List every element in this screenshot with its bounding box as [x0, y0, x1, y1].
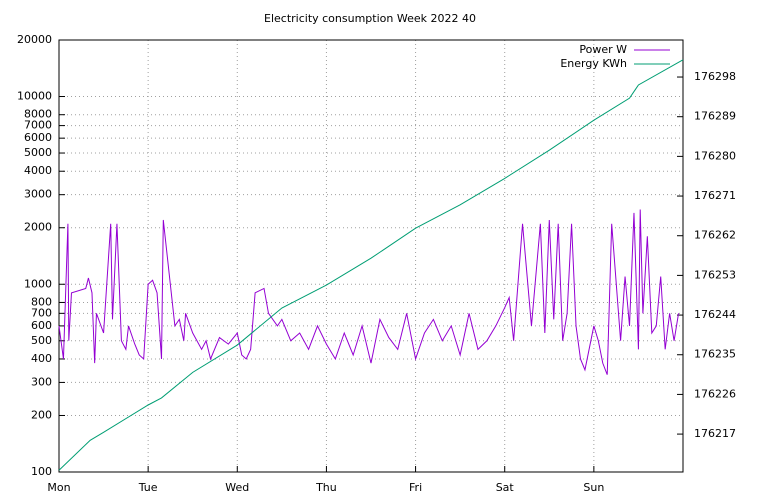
y-tick-label: 700: [31, 306, 52, 319]
y2-tick-label: 176244: [694, 308, 736, 321]
plot-frame: [58, 39, 684, 473]
x-tick-label: Mon: [47, 481, 70, 494]
y2-tick-label: 176217: [694, 427, 736, 440]
y-tick-label: 800: [31, 295, 52, 308]
y2-tick-label: 176271: [694, 189, 736, 202]
chart-title: Electricity consumption Week 2022 40: [264, 12, 476, 25]
legend-label: Energy KWh: [560, 57, 627, 70]
series-line: [58, 209, 680, 375]
y2-tick-label: 176280: [694, 149, 736, 162]
y-tick-label: 20000: [17, 33, 52, 46]
y-tick-label: 10000: [17, 90, 52, 103]
y-tick-label: 4000: [24, 164, 52, 177]
y-tick-label: 400: [31, 352, 52, 365]
y2-tick-label: 176235: [694, 348, 736, 361]
y2-tick-label: 176262: [694, 229, 736, 242]
y-tick-label: 6000: [24, 131, 52, 144]
y-tick-label: 5000: [24, 146, 52, 159]
y-tick-label: 2000: [24, 221, 52, 234]
x-tick-label: Sun: [583, 481, 604, 494]
y2-tick-label: 176226: [694, 387, 736, 400]
y-tick-label: 3000: [24, 188, 52, 201]
y-tick-label: 8000: [24, 108, 52, 121]
y2-tick-label: 176289: [694, 110, 736, 123]
x-tick-label: Sat: [496, 481, 515, 494]
y-tick-label: 7000: [24, 119, 52, 132]
legend-label: Power W: [579, 43, 627, 56]
y-tick-label: 300: [31, 375, 52, 388]
x-tick-label: Thu: [315, 481, 337, 494]
x-tick-label: Wed: [225, 481, 249, 494]
y2-tick-label: 176253: [694, 268, 736, 281]
y-tick-label: 200: [31, 408, 52, 421]
series-line: [58, 59, 684, 471]
x-tick-label: Fri: [409, 481, 422, 494]
y-tick-label: 500: [31, 334, 52, 347]
y2-tick-label: 176298: [694, 70, 736, 83]
y-tick-label: 100: [31, 465, 52, 478]
x-tick-label: Tue: [138, 481, 158, 494]
y-tick-label: 600: [31, 319, 52, 332]
y-tick-label: 1000: [24, 277, 52, 290]
